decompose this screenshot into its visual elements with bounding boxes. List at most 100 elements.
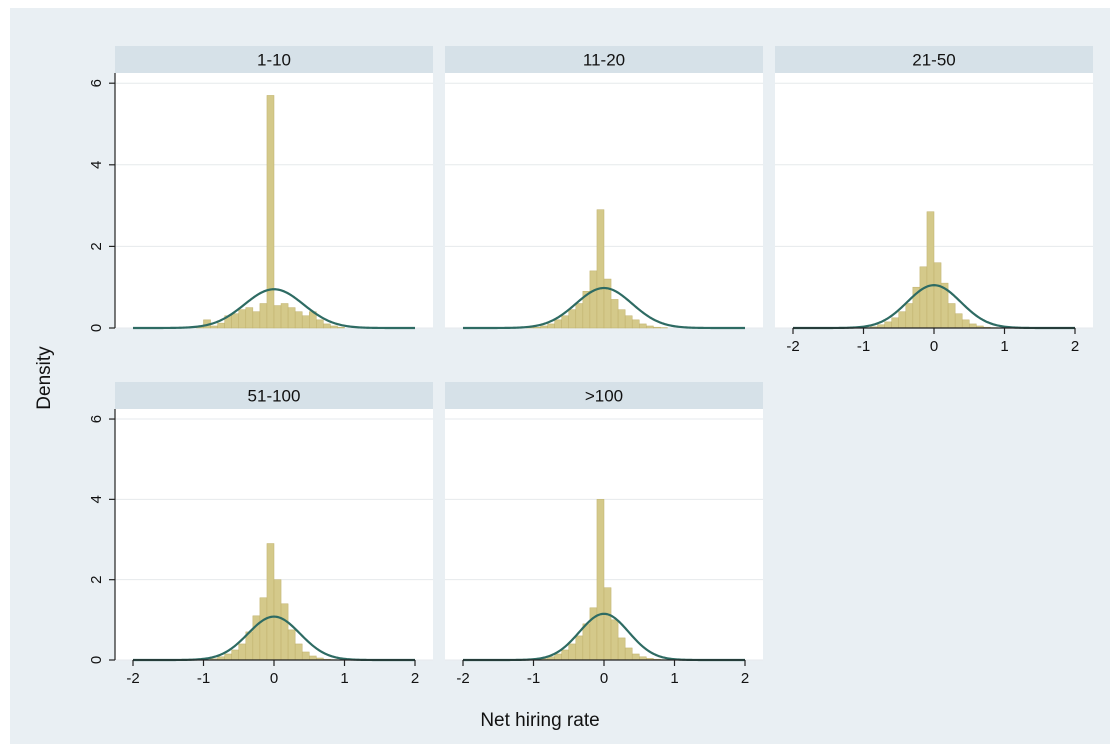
y-tick-label: 2 [88, 576, 105, 584]
x-tick-label: 1 [340, 670, 348, 687]
histogram-bar [933, 262, 942, 329]
histogram-bar [273, 579, 282, 661]
panel-title: >100 [585, 387, 623, 406]
panel-strip [115, 46, 433, 73]
histogram-bar [316, 319, 324, 329]
histogram-bar [533, 326, 541, 329]
panel-strip [445, 382, 763, 409]
x-axis-title: Net hiring rate [480, 710, 599, 731]
histogram-bar [631, 319, 640, 329]
x-tick-label: 2 [1071, 338, 1079, 355]
histogram-bar [561, 649, 570, 661]
x-tick-label: 1 [1000, 338, 1008, 355]
x-tick-label: -1 [857, 338, 870, 355]
histogram-bar [554, 319, 562, 329]
histogram-figure: 1-10 0 2 4 6 11-20 21-50 -2 -1 0 1 2 51-100 0 2 4 6 -2 -1 0… [34, 46, 1093, 731]
panel-1: 1-10 0 2 4 6 [88, 46, 433, 332]
histogram-bar [301, 315, 310, 329]
y-tick-label: 6 [88, 415, 105, 423]
histogram-bar [294, 311, 303, 329]
panel-title: 1-10 [257, 51, 291, 70]
histogram-bar [582, 623, 591, 661]
y-tick-label: 0 [88, 324, 105, 332]
histogram-bar [280, 303, 289, 329]
x-tick-label: 0 [270, 670, 278, 687]
histogram-bar [624, 647, 633, 661]
y-tick-label: 0 [88, 656, 105, 664]
x-tick-label: 2 [411, 670, 419, 687]
histogram-bar [280, 603, 289, 661]
panel-5: >100 -2 -1 0 1 2 [445, 382, 763, 687]
histogram-bar [624, 315, 633, 329]
histogram-bar [603, 278, 612, 329]
x-tick-label: -1 [197, 670, 210, 687]
histogram-bar [554, 653, 562, 661]
histogram-bar [891, 317, 900, 329]
histogram-bar [639, 323, 647, 329]
panel-2: 11-20 [445, 46, 763, 330]
histogram-bar [323, 323, 331, 329]
histogram-bar [568, 643, 577, 661]
y-tick-label: 6 [88, 79, 105, 87]
histogram-bar [884, 321, 892, 329]
histogram-bar [287, 307, 296, 329]
panel-strip [445, 46, 763, 73]
histogram-bar [238, 309, 247, 329]
histogram-bar [919, 266, 928, 329]
histogram-bar [224, 653, 232, 661]
histogram-bar [337, 326, 345, 329]
y-tick-label: 2 [88, 242, 105, 250]
histogram-bar [589, 270, 598, 329]
histogram-bar [617, 637, 626, 661]
panel-4: 51-100 0 2 4 6 -2 -1 0 1 2 [88, 382, 433, 687]
panel-title: 51-100 [248, 387, 301, 406]
histogram-bar [210, 325, 218, 329]
histogram-bar [575, 635, 584, 661]
histogram-bar [561, 315, 570, 329]
histogram-bar [301, 651, 310, 661]
histogram-bar [294, 643, 303, 661]
panel-3: 21-50 -2 -1 0 1 2 [775, 46, 1093, 355]
histogram-bar [898, 311, 907, 329]
histogram-bar [245, 307, 254, 329]
histogram-bar [603, 587, 612, 661]
histogram-bar [631, 653, 640, 661]
histogram-bar [596, 499, 605, 661]
histogram-bar [969, 323, 977, 329]
histogram-bar [596, 209, 605, 329]
histogram-bar [540, 325, 548, 329]
histogram-bar [954, 313, 963, 329]
panel-strip [115, 382, 433, 409]
histogram-bar [575, 303, 584, 329]
x-tick-label: 0 [930, 338, 938, 355]
histogram-bar [568, 309, 577, 329]
x-tick-label: -1 [527, 670, 540, 687]
histogram-bar [273, 305, 282, 329]
x-tick-label: -2 [456, 670, 469, 687]
histogram-bar [961, 319, 970, 329]
histogram-bar [926, 211, 935, 329]
y-tick-label: 4 [88, 161, 105, 169]
histogram-bar [259, 303, 268, 329]
histogram-bar [610, 619, 619, 661]
histogram-bar [309, 655, 317, 661]
x-tick-label: 1 [670, 670, 678, 687]
histogram-bar [287, 629, 296, 661]
histogram-bar [617, 309, 626, 329]
histogram-bar [217, 322, 225, 329]
histogram-bar [547, 323, 555, 329]
histogram-bar [238, 643, 247, 661]
histogram-bar [266, 95, 275, 329]
panel-title: 11-20 [583, 51, 625, 70]
chart-frame: 1-10 0 2 4 6 11-20 21-50 -2 -1 0 1 2 51-100 0 2 4 6 -2 -1 0… [10, 8, 1110, 744]
y-tick-label: 4 [88, 495, 105, 503]
histogram-bar [947, 303, 956, 329]
normal-density-curve [463, 286, 745, 330]
histogram-bar [610, 299, 619, 329]
panel-title: 21-50 [912, 51, 955, 70]
x-tick-label: -2 [786, 338, 799, 355]
histogram-bar [646, 325, 654, 329]
histogram-bar [252, 311, 261, 329]
histogram-bar [259, 597, 268, 661]
x-tick-label: 2 [741, 670, 749, 687]
